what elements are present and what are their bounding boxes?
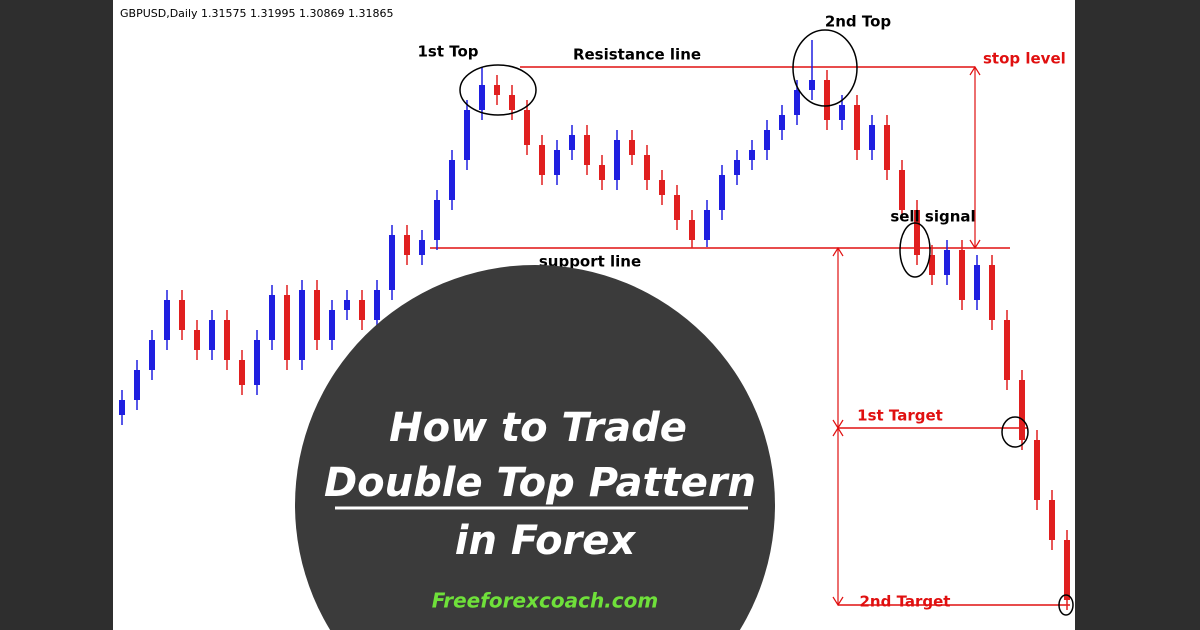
candle-body (239, 360, 245, 385)
candle-body (554, 150, 560, 175)
candle-body (314, 290, 320, 340)
candle-body (479, 85, 485, 110)
candle-body (464, 110, 470, 160)
candle-body (1034, 440, 1040, 500)
candle-body (674, 195, 680, 220)
candle-body (449, 160, 455, 200)
levels: Resistance line support line 1st Target 2nd… (430, 46, 1070, 611)
candle-body (569, 135, 575, 150)
candle-body (689, 220, 695, 240)
candle-body (629, 140, 635, 155)
candle-body (344, 300, 350, 310)
candle-body (269, 295, 275, 340)
candle-body (404, 235, 410, 255)
candle-body (1004, 320, 1010, 380)
candle-body (539, 145, 545, 175)
candle-body (959, 250, 965, 300)
stop-label: stop level (983, 50, 1066, 68)
candle-body (119, 400, 125, 415)
candle-body (179, 300, 185, 330)
candle-body (134, 370, 140, 400)
website: Freeforexcoach.com (432, 589, 658, 613)
candle-body (929, 255, 935, 275)
candle-body (284, 295, 290, 360)
candles (119, 40, 1070, 610)
candle-body (224, 320, 230, 360)
candle-body (854, 105, 860, 150)
candle-body (794, 90, 800, 115)
candle-body (809, 80, 815, 90)
signal-circle (899, 222, 931, 278)
title-line: Double Top Pattern (324, 460, 756, 506)
target-circle (1001, 416, 1029, 448)
level-label: 2nd Target (860, 593, 951, 611)
arrow-head (969, 65, 981, 76)
candle-body (1049, 500, 1055, 540)
candle-body (944, 250, 950, 275)
candle-body (164, 300, 170, 340)
candle-body (389, 235, 395, 290)
candle-body (749, 150, 755, 160)
candle-body (659, 180, 665, 195)
candle-body (839, 105, 845, 120)
title-line: How to Trade (389, 405, 687, 451)
level-label: Resistance line (573, 46, 701, 64)
candle-body (704, 210, 710, 240)
candle-body (824, 80, 830, 120)
level-label: 1st Target (857, 407, 943, 425)
annotation: 2nd Top (825, 13, 892, 31)
candle-body (1064, 540, 1070, 600)
annotation: 1st Top (417, 43, 478, 61)
candle-body (914, 210, 920, 255)
candle-body (884, 125, 890, 170)
candle-body (149, 340, 155, 370)
candle-body (254, 340, 260, 385)
arrow-head (832, 596, 844, 607)
target-circle (1058, 594, 1074, 616)
level-label: support line (539, 253, 641, 271)
candle-body (584, 135, 590, 165)
arrow-head (832, 246, 844, 257)
top-circle (792, 29, 858, 107)
candle-body (614, 140, 620, 180)
candle-body (509, 95, 515, 110)
annotation: sell signal (890, 208, 975, 226)
candle-body (374, 290, 380, 320)
candle-body (734, 160, 740, 175)
candle-body (644, 155, 650, 180)
arrow-head (832, 426, 844, 437)
candle-body (329, 310, 335, 340)
top-circle (459, 64, 537, 116)
candle-body (899, 170, 905, 210)
arrow-head (969, 239, 981, 250)
chart-header: GBPUSD,Daily 1.31575 1.31995 1.30869 1.3… (120, 7, 393, 20)
candle-body (209, 320, 215, 350)
candle-body (194, 330, 200, 350)
candle-body (434, 200, 440, 240)
candle-body (869, 125, 875, 150)
candle-body (974, 265, 980, 300)
candle-body (599, 165, 605, 180)
candle-body (764, 130, 770, 150)
title-line: in Forex (455, 518, 637, 564)
candle-body (989, 265, 995, 320)
candle-body (359, 300, 365, 320)
title-badge (295, 265, 775, 630)
candle-body (299, 290, 305, 360)
candle-body (494, 85, 500, 95)
candle-body (1019, 380, 1025, 440)
candle-body (779, 115, 785, 130)
candle-body (719, 175, 725, 210)
candle-body (419, 240, 425, 255)
candle-body (524, 110, 530, 145)
